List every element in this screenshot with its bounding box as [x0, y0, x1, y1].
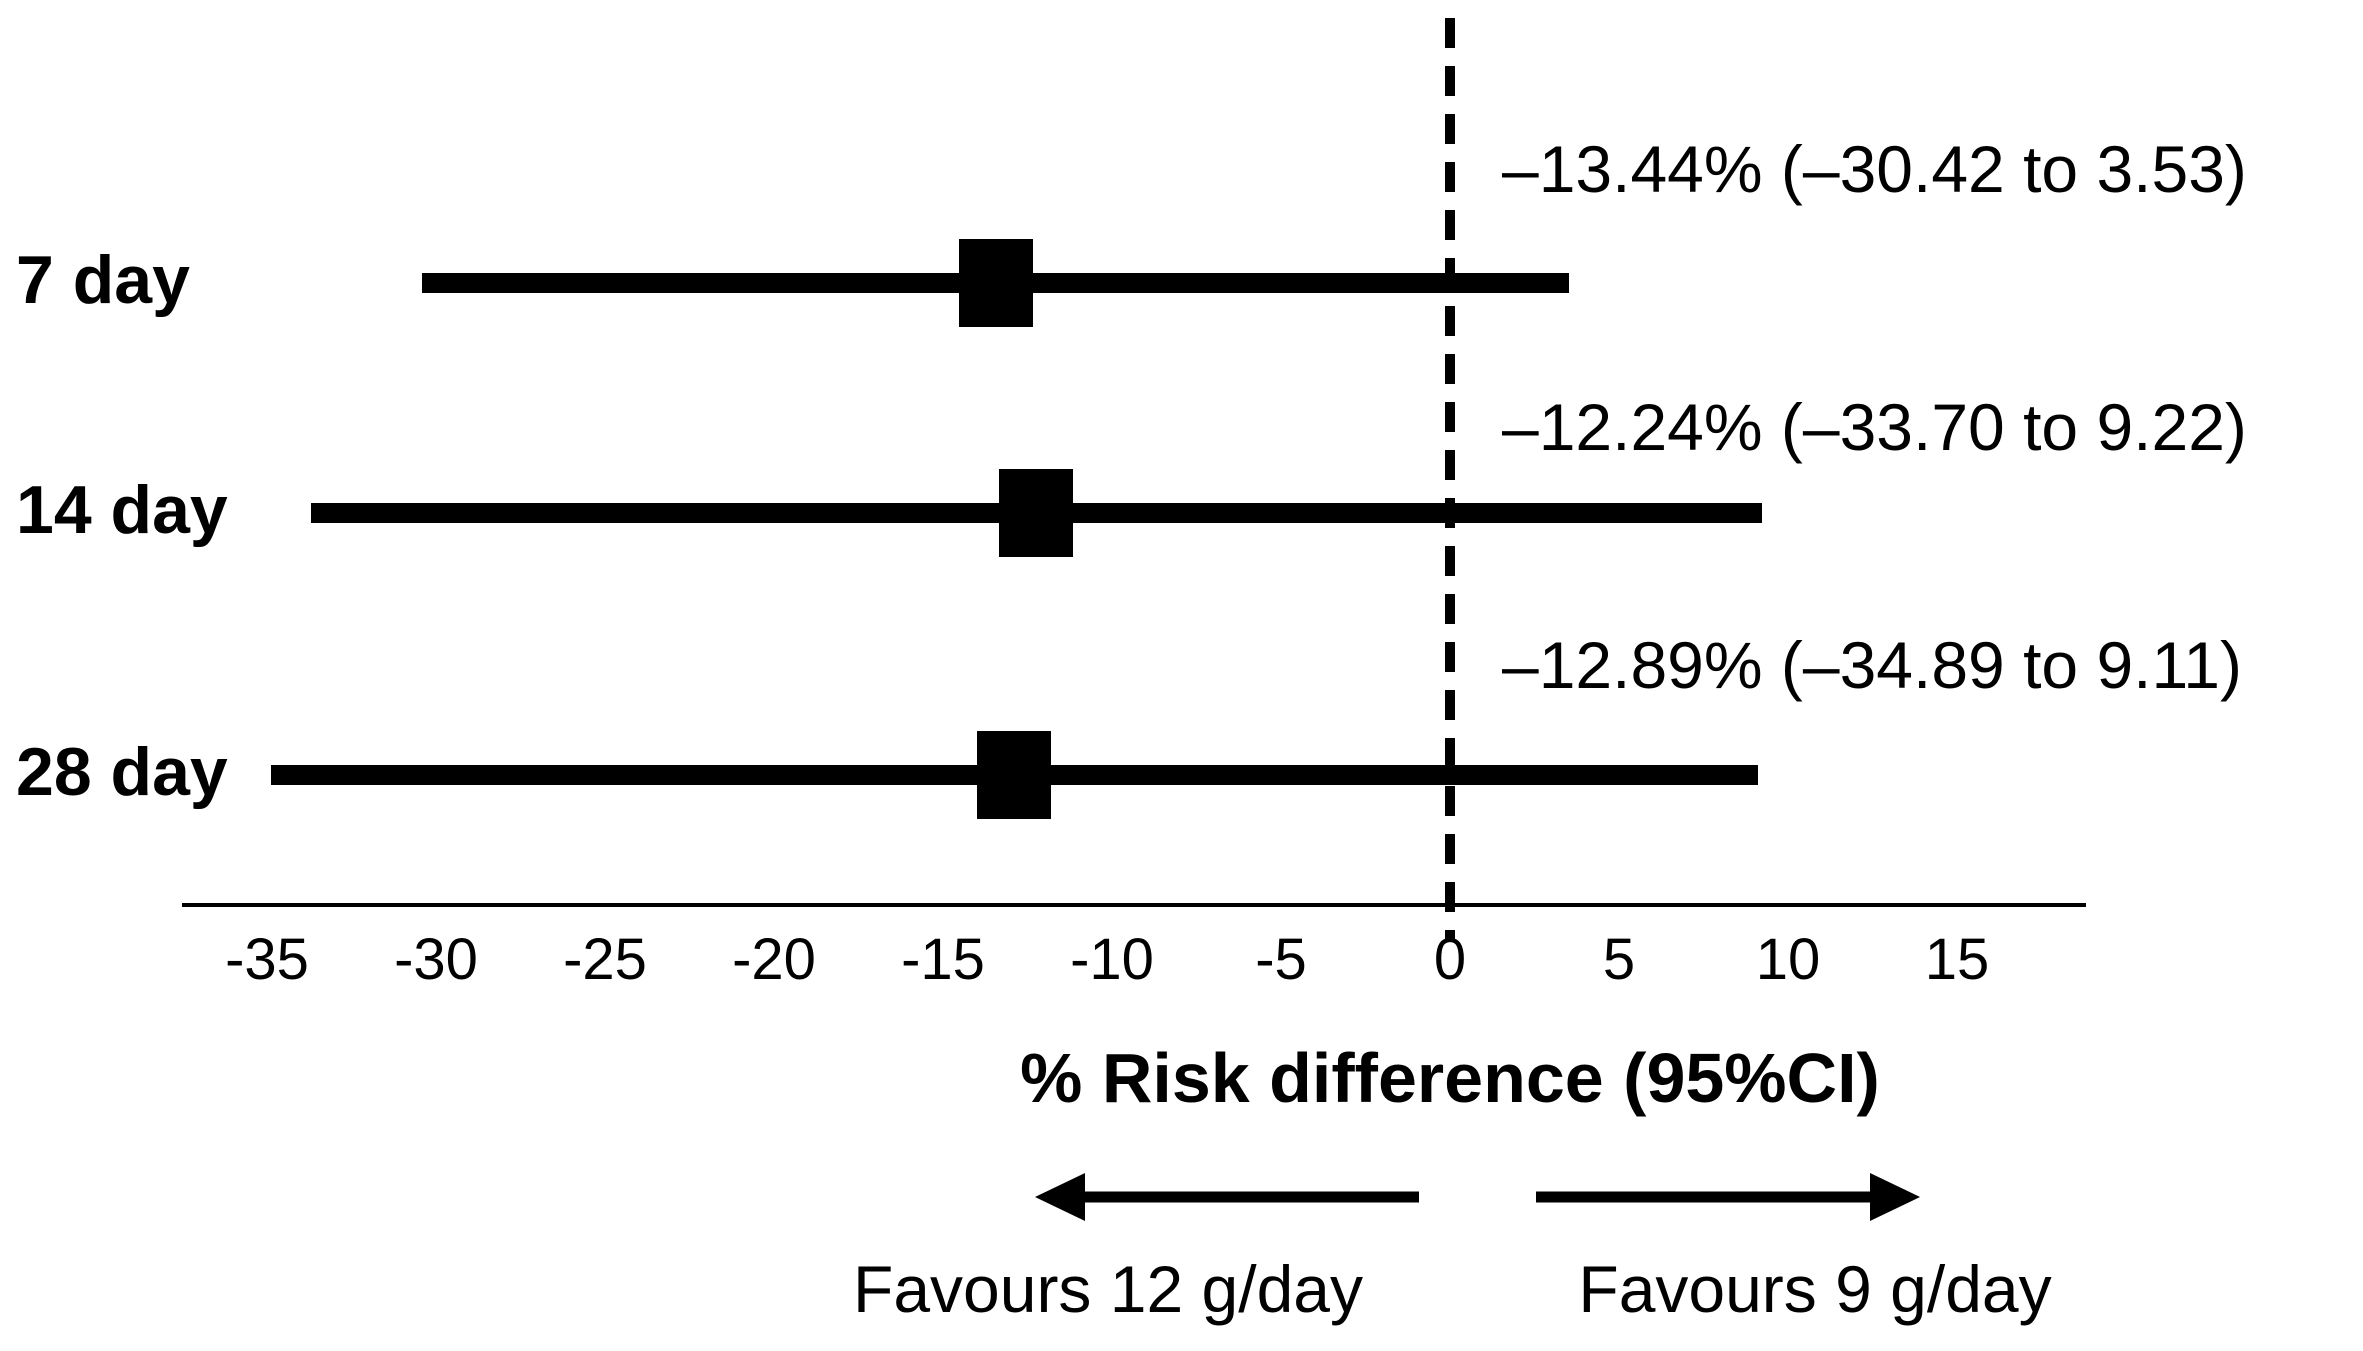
estimate-annotation: –13.44% (–30.42 to 3.53)	[1502, 132, 2247, 206]
x-axis-tick-label: -30	[394, 927, 478, 992]
estimate-annotation: –12.89% (–34.89 to 9.11)	[1502, 628, 2242, 702]
row-label: 7 day	[16, 242, 190, 318]
favours-right-arrow-icon	[1536, 1173, 1920, 1221]
x-axis-tick-label: 10	[1755, 927, 1821, 992]
x-axis-tick-label: -15	[901, 927, 985, 992]
row-label: 28 day	[16, 734, 228, 810]
x-axis-tick-label: 0	[1433, 927, 1467, 992]
x-axis-tick-label: -10	[1070, 927, 1154, 992]
point-estimate-marker	[999, 469, 1074, 557]
x-axis-tick-label: -35	[225, 927, 309, 992]
favours-left-arrow-icon	[1035, 1173, 1419, 1221]
x-axis-tick-label: 5	[1602, 927, 1636, 992]
estimate-annotation: –12.24% (–33.70 to 9.22)	[1502, 390, 2247, 464]
x-axis-tick-label: -5	[1255, 927, 1307, 992]
point-estimate-marker	[958, 239, 1033, 327]
x-axis-line	[182, 903, 2086, 907]
point-estimate-marker	[977, 731, 1052, 819]
x-axis-title: % Risk difference (95%CI)	[1020, 1039, 1880, 1117]
zero-reference-line	[1445, 18, 1455, 940]
x-axis-tick-label: -25	[563, 927, 647, 992]
x-axis-tick-label: -20	[732, 927, 816, 992]
favours-left-label: Favours 12 g/day	[853, 1252, 1363, 1326]
x-axis-tick-label: 15	[1924, 927, 1990, 992]
favours-right-label: Favours 9 g/day	[1578, 1252, 2052, 1326]
row-label: 14 day	[16, 472, 228, 548]
